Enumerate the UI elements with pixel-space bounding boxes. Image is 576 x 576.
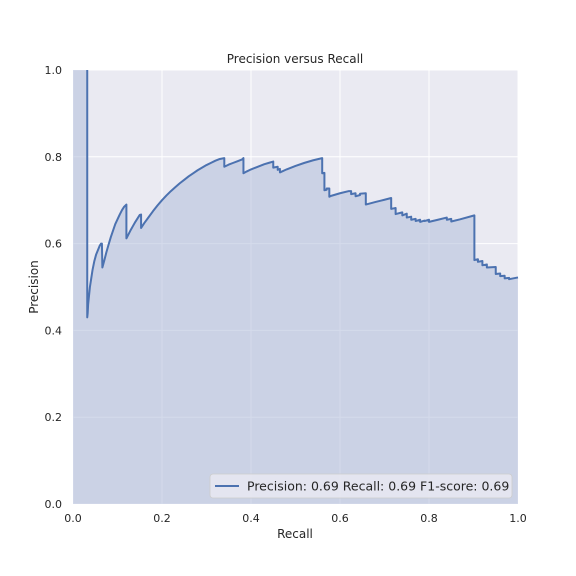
x-axis-ticks: 0.0 0.2 0.4 0.6 0.8 1.0 (64, 512, 527, 525)
chart-title: Precision versus Recall (227, 52, 364, 66)
y-tick-label: 0.6 (45, 238, 63, 251)
x-tick-label: 0.6 (331, 512, 349, 525)
y-axis-ticks: 0.0 0.2 0.4 0.6 0.8 1.0 (45, 64, 63, 511)
precision-area-fill (73, 70, 518, 504)
x-tick-label: 0.4 (242, 512, 260, 525)
legend-label: Precision: 0.69 Recall: 0.69 F1-score: 0… (247, 479, 509, 494)
x-tick-label: 0.8 (420, 512, 438, 525)
precision-recall-line (86, 70, 519, 319)
legend-box (209, 473, 513, 499)
y-tick-label: 0.8 (45, 151, 63, 164)
x-axis-label: Recall (277, 527, 313, 541)
x-tick-label: 0.2 (153, 512, 171, 525)
y-tick-label: 1.0 (45, 64, 63, 77)
y-tick-label: 0.4 (45, 324, 63, 337)
x-tick-label: 0.0 (64, 512, 82, 525)
x-tick-label: 1.0 (509, 512, 527, 525)
y-tick-label: 0.0 (45, 498, 63, 511)
y-axis-label: Precision (27, 260, 41, 314)
legend: Precision: 0.69 Recall: 0.69 F1-score: 0… (209, 473, 513, 499)
y-tick-label: 0.2 (45, 411, 63, 424)
